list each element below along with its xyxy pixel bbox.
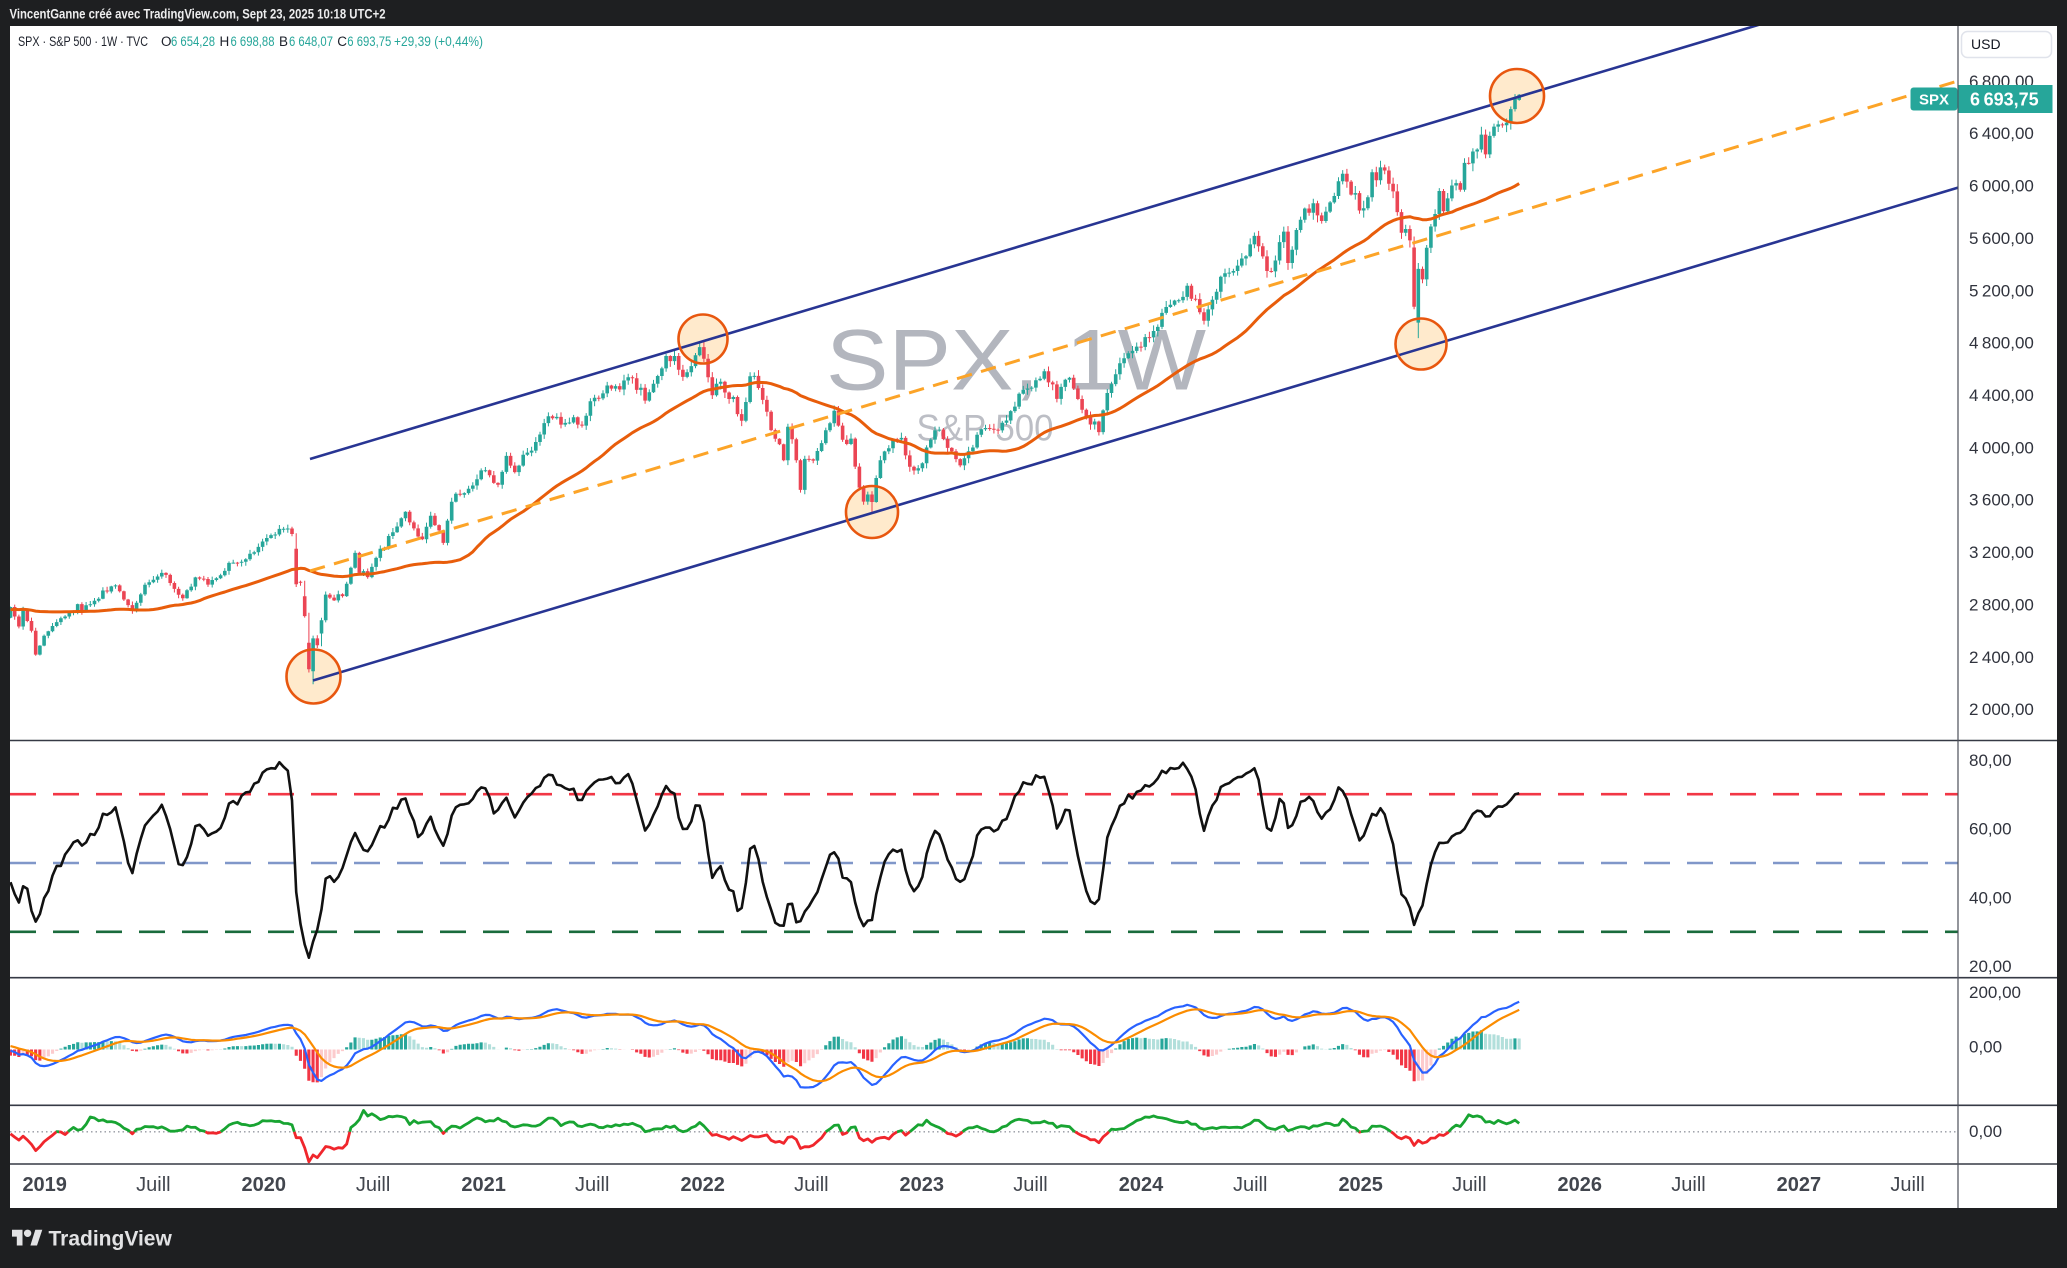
svg-text:2020: 2020 [242,1174,287,1196]
svg-text:H: H [220,34,230,49]
svg-text:2025: 2025 [1338,1174,1383,1196]
svg-text:2022: 2022 [680,1174,725,1196]
svg-text:5 600,00: 5 600,00 [1969,229,2034,248]
svg-text:+29,39 (+0,44%): +29,39 (+0,44%) [394,34,483,49]
svg-text:200,00: 200,00 [1969,983,2021,1002]
svg-text:2023: 2023 [900,1174,945,1196]
svg-text:0,00: 0,00 [1969,1038,2002,1057]
svg-text:Juill: Juill [1233,1174,1267,1196]
svg-text:O: O [161,34,172,49]
svg-text:3 600,00: 3 600,00 [1969,491,2034,510]
svg-text:6 654,28: 6 654,28 [171,34,215,49]
svg-text:40,00: 40,00 [1969,888,2012,907]
svg-text:Juill: Juill [136,1174,170,1196]
svg-text:5 200,00: 5 200,00 [1969,281,2034,300]
svg-text:TradingView: TradingView [49,1228,173,1251]
svg-text:0,00: 0,00 [1969,1122,2002,1141]
svg-text:SPX: SPX [1919,92,1949,109]
svg-text:Juill: Juill [794,1174,828,1196]
svg-text:Juill: Juill [1671,1174,1705,1196]
svg-text:6 648,07: 6 648,07 [289,34,333,49]
svg-text:C: C [337,34,347,49]
svg-text:Juill: Juill [356,1174,390,1196]
svg-text:4 400,00: 4 400,00 [1969,386,2034,405]
svg-text:2027: 2027 [1777,1174,1822,1196]
svg-text:Juill: Juill [575,1174,609,1196]
svg-text:2024: 2024 [1119,1174,1164,1196]
svg-text:USD: USD [1971,36,2001,52]
svg-text:Juill: Juill [1452,1174,1486,1196]
svg-text:2019: 2019 [22,1174,67,1196]
svg-text:80,00: 80,00 [1969,751,2012,770]
svg-text:2021: 2021 [461,1174,506,1196]
svg-text:6 693,75: 6 693,75 [1970,90,2039,110]
svg-text:Juill: Juill [1890,1174,1924,1196]
svg-text:2026: 2026 [1558,1174,1603,1196]
svg-text:VincentGanne créé avec Trading: VincentGanne créé avec TradingView.com, … [10,7,386,22]
svg-text:Juill: Juill [1013,1174,1047,1196]
svg-text:SPX · S&P 500 · 1W · TVC: SPX · S&P 500 · 1W · TVC [18,34,148,49]
svg-text:6 693,75: 6 693,75 [347,34,391,49]
svg-text:6 400,00: 6 400,00 [1969,124,2034,143]
svg-text:4 000,00: 4 000,00 [1969,438,2034,457]
svg-text:60,00: 60,00 [1969,820,2012,839]
svg-text:6 698,88: 6 698,88 [231,34,275,49]
svg-text:6 000,00: 6 000,00 [1969,177,2034,196]
svg-text:2 000,00: 2 000,00 [1969,700,2034,719]
svg-text:3 200,00: 3 200,00 [1969,543,2034,562]
svg-text:4 800,00: 4 800,00 [1969,334,2034,353]
svg-text:20,00: 20,00 [1969,957,2012,976]
svg-text:2 800,00: 2 800,00 [1969,596,2034,615]
svg-text:2 400,00: 2 400,00 [1969,648,2034,667]
svg-text:B: B [279,34,288,49]
